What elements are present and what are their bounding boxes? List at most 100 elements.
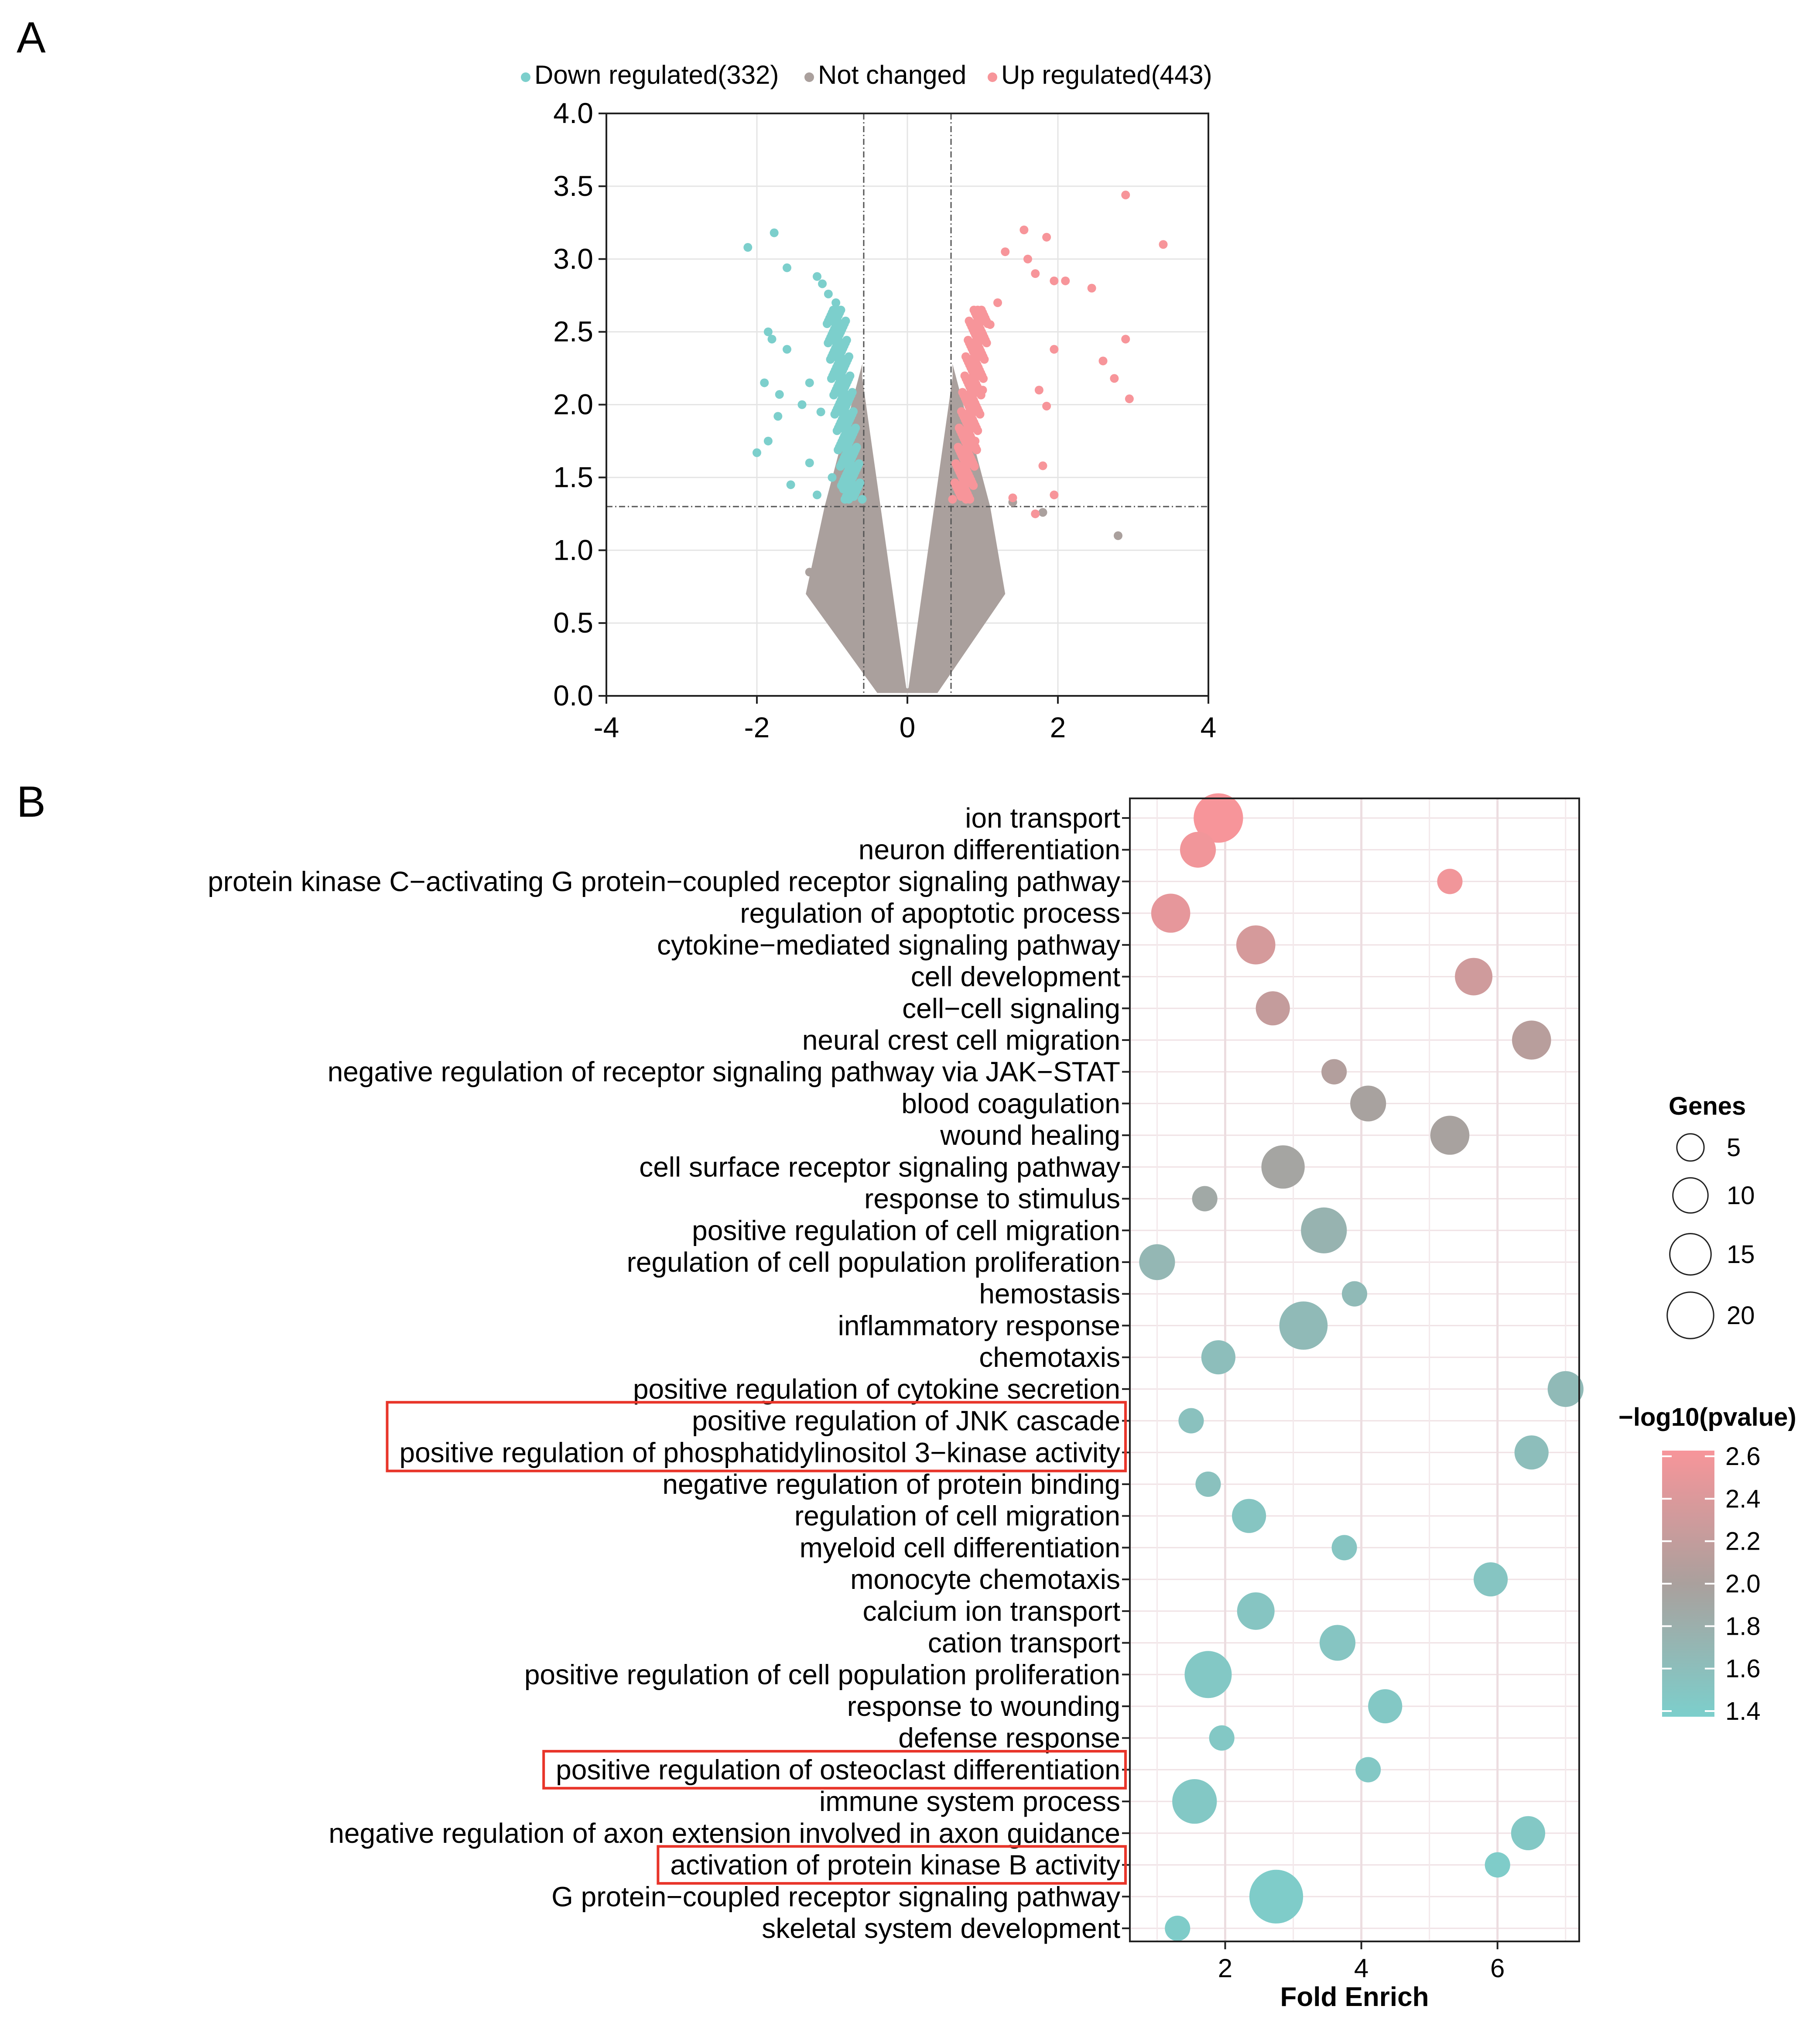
term-bubble	[1301, 1207, 1347, 1253]
term-label: cell surface receptor signaling pathway	[639, 1151, 1120, 1183]
volcano-point	[954, 442, 963, 452]
volcano-grid	[606, 113, 1209, 697]
term-label: positive regulation of cell population p…	[524, 1659, 1120, 1690]
term-bubble	[1232, 1499, 1266, 1533]
term-label: cell−cell signaling	[902, 993, 1120, 1024]
term-bubble	[1331, 1535, 1357, 1561]
legend-down-label: Down regulated(332)	[534, 60, 779, 89]
volcano-point	[849, 407, 858, 416]
term-label: response to wounding	[847, 1691, 1120, 1722]
volcano-point	[1159, 240, 1168, 249]
volcano-point	[1008, 493, 1017, 503]
volcano-point	[1050, 490, 1059, 500]
term-bubble	[1485, 1852, 1510, 1878]
y-tick-label: 1.0	[553, 534, 593, 566]
volcano-point	[763, 436, 773, 445]
term-bubble	[1355, 1757, 1381, 1783]
term-bubble	[1511, 1816, 1546, 1850]
term-label: regulation of cell migration	[794, 1500, 1120, 1532]
term-label: cell development	[911, 961, 1121, 993]
volcano-thresholds	[606, 113, 1208, 696]
y-tick-label: 0.0	[553, 679, 593, 712]
term-bubble	[1514, 1435, 1549, 1470]
volcano-point	[985, 546, 995, 555]
volcano-x-ticks: -4 -2 0 2 4	[594, 696, 1216, 743]
volcano-point	[824, 289, 833, 298]
size-legend-label: 10	[1727, 1181, 1755, 1210]
size-legend-circle	[1666, 1291, 1714, 1339]
y-tick-label: 3.5	[553, 170, 593, 202]
legend-notchanged-label: Not changed	[818, 60, 966, 89]
volcano-point	[813, 272, 821, 281]
x-axis-title: Fold Enrich	[1280, 1982, 1429, 2012]
pvalue-color-legend: −log10(pvalue) 2.6 2.4 2.2 2.0 1.8 1.6 1.4	[1618, 1403, 1796, 1725]
term-bubble	[1237, 1592, 1275, 1630]
volcano-point	[1121, 335, 1130, 344]
volcano-point	[845, 352, 854, 361]
volcano-point	[961, 352, 970, 361]
size-legend-circle	[1672, 1177, 1709, 1214]
term-bubble	[1172, 1779, 1217, 1824]
term-bubble	[1139, 1244, 1175, 1280]
volcano-point	[845, 371, 855, 380]
volcano-plot: 0.0 0.5 1.0 1.5 2.0 2.5 3.0 3.5 4.0 -4 -…	[553, 97, 1216, 743]
term-bubble	[1184, 1651, 1232, 1698]
size-legend-items: 5 10 15 20	[1666, 1133, 1755, 1339]
legend-notchanged-marker	[804, 72, 814, 82]
size-legend-circle	[1676, 1133, 1705, 1162]
term-label: hemostasis	[979, 1278, 1120, 1310]
term-bubble	[1249, 1869, 1303, 1924]
bubble-axis-ticks	[1122, 817, 1130, 1929]
term-label: response to stimulus	[864, 1183, 1120, 1215]
term-bubble	[1350, 1085, 1386, 1122]
y-tick-label: 1.5	[553, 461, 593, 493]
genes-size-legend: Genes 5 10 15 20	[1666, 1092, 1755, 1339]
volcano-point	[816, 407, 825, 417]
volcano-point	[835, 517, 844, 526]
term-label: monocyte chemotaxis	[850, 1564, 1120, 1595]
volcano-point	[767, 335, 777, 344]
volcano-point	[786, 480, 795, 489]
term-label: cation transport	[928, 1627, 1120, 1659]
y-tick-label: 2.5	[553, 315, 593, 348]
volcano-point	[1098, 356, 1108, 366]
volcano-point	[963, 509, 972, 518]
term-bubble	[1430, 1116, 1470, 1155]
volcano-point	[743, 243, 753, 252]
term-bubble	[1195, 1471, 1221, 1497]
volcano-point	[1050, 345, 1059, 354]
term-label: immune system process	[819, 1786, 1120, 1817]
volcano-point	[948, 495, 957, 504]
term-label: ion transport	[965, 802, 1120, 834]
term-label: neuron differentiation	[859, 834, 1120, 866]
volcano-point	[1042, 233, 1051, 242]
panel-b-label: B	[17, 777, 46, 826]
term-bubble	[1178, 1408, 1204, 1434]
volcano-point	[1087, 284, 1096, 293]
volcano-point	[1110, 374, 1119, 383]
volcano-point	[1019, 226, 1029, 234]
term-label: positive regulation of JNK cascade	[692, 1405, 1120, 1437]
term-bubble	[1256, 991, 1290, 1026]
legend-up-label: Up regulated(443)	[1001, 60, 1212, 89]
volcano-point	[848, 388, 857, 397]
volcano-points	[743, 190, 1168, 577]
volcano-point	[813, 490, 821, 500]
term-label: negative regulation of protein binding	[662, 1468, 1120, 1500]
volcano-point	[1031, 269, 1040, 278]
term-label: positive regulation of phosphatidylinosi…	[399, 1437, 1120, 1468]
volcano-point	[773, 412, 783, 421]
volcano-point	[1001, 247, 1010, 257]
volcano-point	[958, 388, 967, 397]
color-legend-label: 2.2	[1725, 1527, 1761, 1556]
x-tick-label: -2	[744, 711, 770, 743]
color-legend-label: 2.4	[1725, 1485, 1761, 1513]
volcano-point	[964, 335, 973, 345]
x-tick-label: 6	[1490, 1954, 1505, 1983]
term-bubble	[1512, 1020, 1551, 1060]
volcano-y-ticks: 0.0 0.5 1.0 1.5 2.0 2.5 3.0 3.5 4.0	[553, 97, 606, 712]
volcano-point	[977, 305, 986, 315]
